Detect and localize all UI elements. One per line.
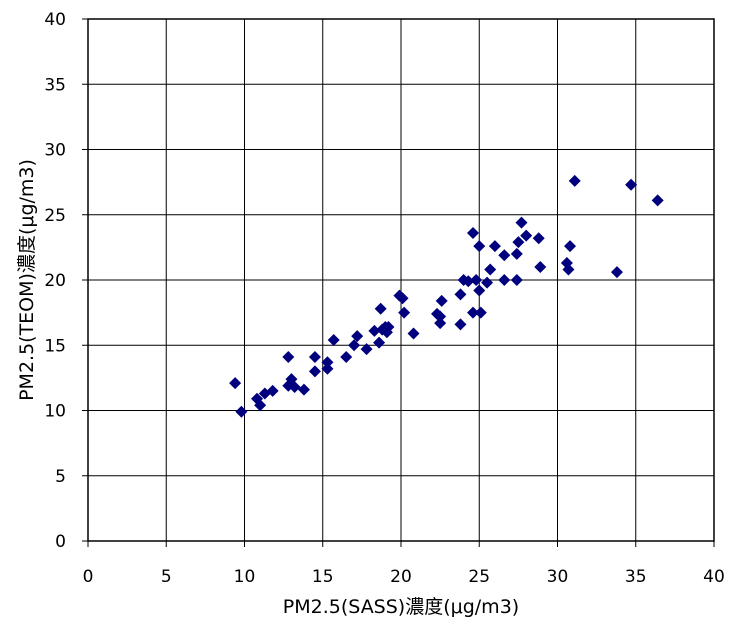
- data-point-diamond: [373, 336, 386, 349]
- data-point-diamond: [266, 384, 279, 397]
- data-point-diamond: [473, 284, 486, 297]
- data-point-diamond: [374, 302, 387, 315]
- x-tick-label: 10: [234, 567, 256, 587]
- data-point-diamond: [434, 310, 447, 323]
- x-tick-label: 0: [83, 567, 94, 587]
- y-tick-label: 15: [44, 336, 66, 356]
- data-point-diamond: [564, 240, 577, 253]
- data-point-diamond: [396, 292, 409, 305]
- data-points: [229, 174, 664, 418]
- data-point-diamond: [498, 274, 511, 286]
- data-point-diamond: [235, 405, 248, 418]
- data-point-diamond: [327, 334, 340, 347]
- data-point-diamond: [610, 266, 623, 279]
- data-point-diamond: [308, 365, 321, 378]
- x-tick-label: 25: [468, 567, 490, 587]
- data-point-diamond: [532, 232, 545, 245]
- data-point-diamond: [434, 317, 447, 330]
- data-point-diamond: [510, 274, 523, 286]
- x-tick-label: 20: [390, 567, 412, 587]
- data-point-diamond: [308, 350, 321, 363]
- y-tick-labels: 0 5 10 15 20 25 30 35 40: [44, 10, 66, 552]
- data-point-diamond: [288, 381, 301, 394]
- y-axis-title: PM2.5(TEOM)濃度(μg/m3): [16, 159, 38, 401]
- data-point-diamond: [470, 274, 483, 286]
- data-point-diamond: [435, 294, 448, 307]
- data-point-diamond: [562, 263, 575, 276]
- y-tick-label: 5: [55, 467, 66, 487]
- data-point-diamond: [229, 377, 242, 390]
- data-point-diamond: [474, 306, 487, 319]
- y-tick-label: 0: [55, 532, 66, 552]
- data-point-diamond: [466, 227, 479, 240]
- x-axis-title: PM2.5(SASS)濃度(μg/m3): [283, 596, 519, 618]
- data-point-diamond: [348, 339, 361, 352]
- data-point-diamond: [454, 318, 467, 331]
- data-point-diamond: [473, 240, 486, 253]
- x-tick-label: 30: [547, 567, 569, 587]
- x-tick-labels: 0 5 10 15 20 25 30 35 40: [83, 567, 725, 587]
- y-tick-label: 25: [44, 206, 66, 226]
- x-tick-label: 40: [703, 567, 725, 587]
- y-tick-label: 35: [44, 75, 66, 95]
- data-point-diamond: [398, 306, 411, 319]
- data-point-diamond: [351, 330, 364, 343]
- data-point-diamond: [297, 383, 310, 396]
- data-point-diamond: [321, 362, 334, 375]
- y-tick-label: 10: [44, 402, 66, 422]
- data-point-diamond: [340, 350, 353, 363]
- x-tick-label: 5: [161, 567, 172, 587]
- data-point-diamond: [651, 194, 664, 207]
- data-point-diamond: [254, 399, 267, 412]
- y-tick-label: 40: [44, 10, 66, 30]
- data-point-diamond: [568, 174, 581, 187]
- data-point-diamond: [625, 178, 638, 191]
- data-point-diamond: [515, 216, 528, 229]
- data-point-diamond: [466, 306, 479, 319]
- y-tick-label: 20: [44, 271, 66, 291]
- data-point-diamond: [360, 343, 373, 356]
- x-tick-label: 35: [625, 567, 647, 587]
- data-point-diamond: [454, 288, 467, 301]
- y-tick-label: 30: [44, 141, 66, 161]
- data-point-diamond: [488, 240, 501, 253]
- data-point-diamond: [462, 275, 475, 288]
- data-point-diamond: [382, 320, 395, 333]
- data-point-diamond: [282, 350, 295, 363]
- data-point-diamond: [498, 249, 511, 262]
- data-point-diamond: [510, 247, 523, 260]
- data-point-diamond: [534, 260, 547, 273]
- data-point-diamond: [407, 327, 420, 340]
- x-tick-label: 15: [312, 567, 334, 587]
- data-point-diamond: [368, 324, 381, 337]
- data-point-diamond: [321, 356, 334, 369]
- data-point-diamond: [512, 236, 525, 249]
- data-point-diamond: [520, 229, 533, 242]
- data-point-diamond: [484, 263, 497, 276]
- data-point-diamond: [481, 276, 494, 289]
